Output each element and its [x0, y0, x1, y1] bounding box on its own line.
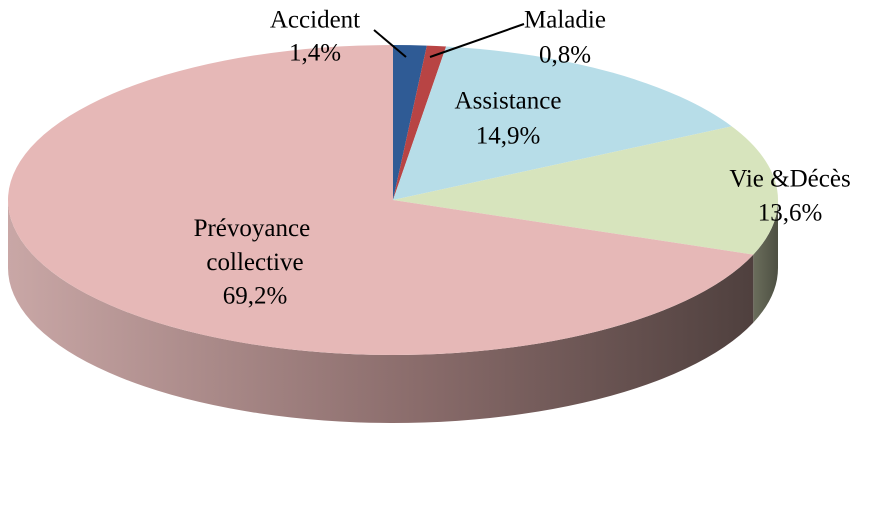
category-label: Vie &Décès	[729, 166, 850, 193]
value-label: 1,4%	[289, 40, 341, 67]
pie-slice	[393, 46, 732, 201]
pie-sides	[8, 200, 778, 423]
pie-slice	[393, 45, 447, 200]
label-line: collective	[206, 249, 303, 276]
pie-slice	[393, 126, 778, 255]
pie-tops	[7, 45, 778, 356]
leader-line	[429, 23, 525, 58]
value-label: 0,8%	[539, 42, 591, 69]
pie-slice	[393, 45, 427, 200]
label-line: Prévoyance	[194, 215, 317, 242]
value-label: 14,9%	[476, 123, 541, 150]
category-label: Maladie	[524, 7, 606, 34]
leader-line	[373, 29, 407, 58]
value-label: 69,2%	[223, 283, 288, 310]
category-label: Accident	[270, 7, 360, 34]
labels: Accident 1,4% Maladie 0,8% Assistance 14,9% Vi…	[194, 7, 851, 310]
pie-side	[8, 200, 754, 423]
category-label: Assistance	[455, 88, 562, 115]
pie-slice	[7, 45, 754, 356]
pie-side	[753, 200, 778, 323]
category-label: Prévoyance collective	[194, 215, 317, 276]
value-label: 13,6%	[758, 200, 823, 227]
